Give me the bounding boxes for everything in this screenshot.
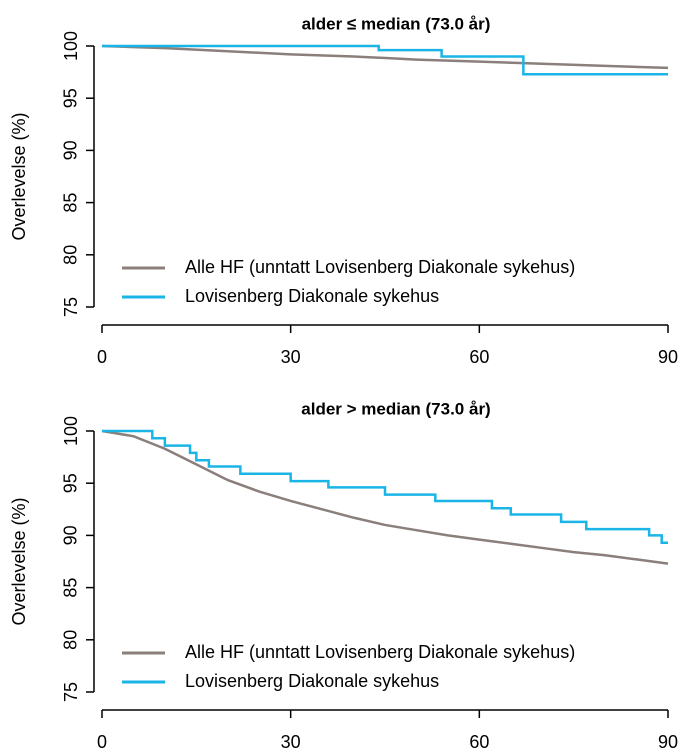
- y-tick-label: 95: [61, 473, 81, 493]
- x-tick-label: 60: [469, 347, 489, 367]
- survival-curve: [102, 429, 668, 544]
- legend-label: Lovisenberg Diakonale sykehus: [185, 286, 439, 306]
- y-tick-label: 100: [61, 416, 81, 446]
- chart-title: alder ≤ median (73.0 år): [302, 14, 491, 33]
- y-tick-label: 90: [61, 140, 81, 160]
- y-axis-label: Overlevelse (%): [9, 112, 29, 240]
- y-tick-label: 80: [61, 630, 81, 650]
- y-tick-label: 75: [61, 682, 81, 702]
- y-tick-label: 85: [61, 578, 81, 598]
- survival-curve: [102, 44, 668, 76]
- survival-curve: [101, 429, 669, 565]
- x-tick-label: 30: [281, 347, 301, 367]
- y-tick-label: 100: [61, 31, 81, 61]
- legend-label: Alle HF (unntatt Lovisenberg Diakonale s…: [185, 642, 575, 662]
- x-tick-label: 60: [469, 732, 489, 752]
- y-tick-label: 85: [61, 193, 81, 213]
- y-tick-label: 80: [61, 245, 81, 265]
- chart-title: alder > median (73.0 år): [301, 399, 490, 418]
- legend-label: Lovisenberg Diakonale sykehus: [185, 671, 439, 691]
- x-tick-label: 90: [658, 732, 678, 752]
- y-tick-label: 90: [61, 525, 81, 545]
- y-tick-label: 75: [61, 297, 81, 317]
- x-tick-label: 0: [97, 732, 107, 752]
- y-axis-label: Overlevelse (%): [9, 497, 29, 625]
- survival-curve: [101, 44, 669, 70]
- y-tick-label: 95: [61, 88, 81, 108]
- x-tick-label: 90: [658, 347, 678, 367]
- legend-label: Alle HF (unntatt Lovisenberg Diakonale s…: [185, 257, 575, 277]
- x-tick-label: 30: [281, 732, 301, 752]
- x-tick-label: 0: [97, 347, 107, 367]
